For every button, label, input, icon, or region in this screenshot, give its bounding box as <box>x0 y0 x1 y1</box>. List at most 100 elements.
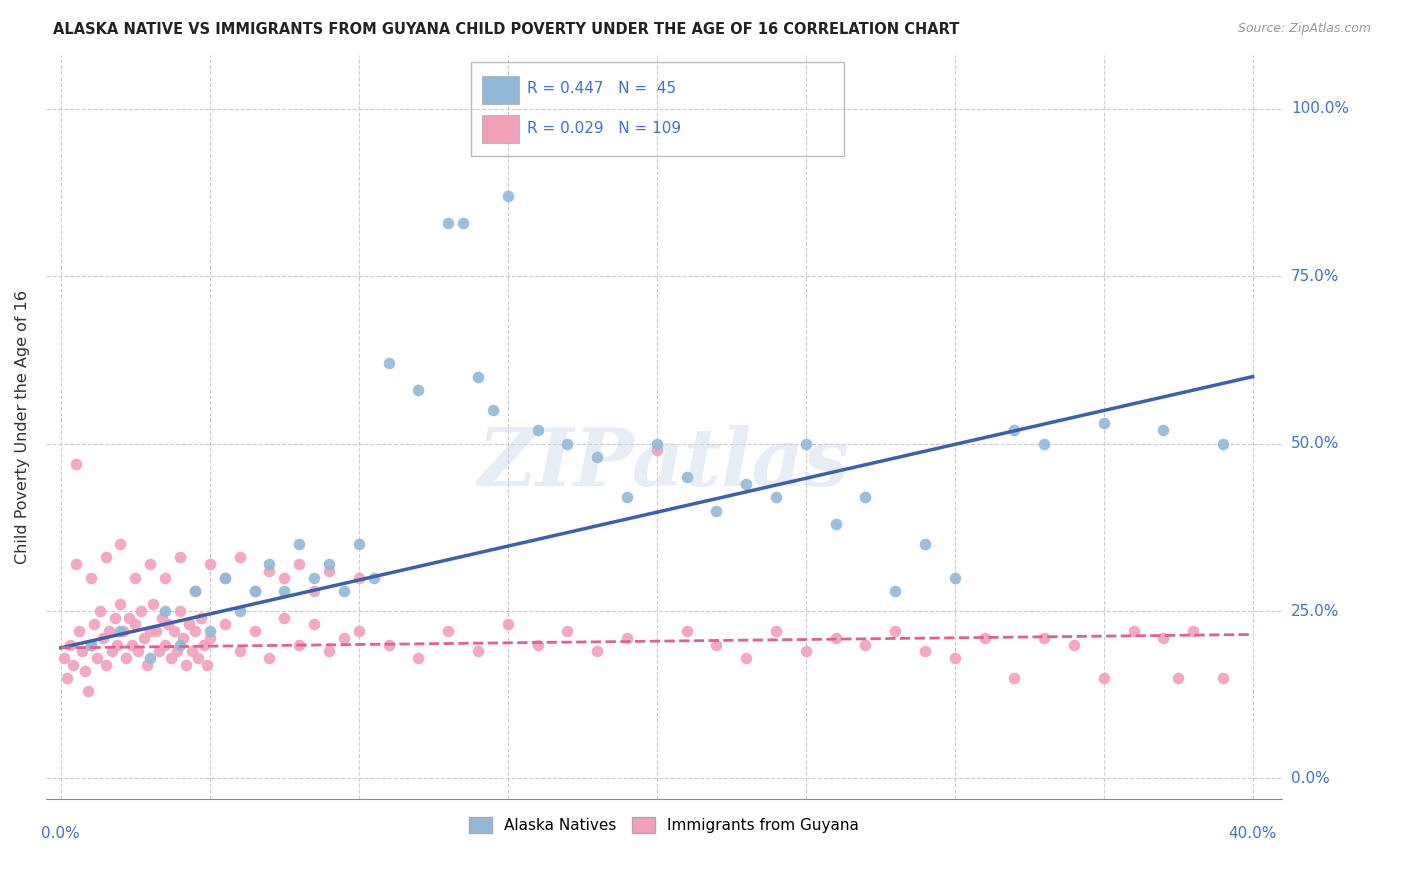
Point <box>273 611 295 625</box>
Point <box>1033 436 1056 450</box>
Point <box>824 516 846 531</box>
Point <box>259 651 281 665</box>
Point <box>110 597 132 611</box>
Point <box>526 423 548 437</box>
Point <box>645 436 668 450</box>
Point <box>735 476 758 491</box>
Point <box>153 604 176 618</box>
Point <box>103 611 125 625</box>
Point <box>943 651 966 665</box>
Point <box>1152 631 1174 645</box>
Point <box>214 570 236 584</box>
Point <box>437 216 460 230</box>
Point <box>824 631 846 645</box>
Text: 0.0%: 0.0% <box>42 826 80 841</box>
Point <box>616 490 638 504</box>
Point <box>89 604 111 618</box>
Point <box>333 631 356 645</box>
Text: 100.0%: 100.0% <box>1291 101 1348 116</box>
Point <box>765 490 787 504</box>
Point <box>408 651 430 665</box>
Point <box>228 644 250 658</box>
Point <box>198 557 221 571</box>
Text: 50.0%: 50.0% <box>1291 436 1339 451</box>
Point <box>302 617 325 632</box>
Point <box>318 557 340 571</box>
Point <box>131 604 153 618</box>
Point <box>79 638 101 652</box>
Point <box>616 631 638 645</box>
Point <box>288 557 311 571</box>
Text: R = 0.029   N = 109: R = 0.029 N = 109 <box>527 120 681 136</box>
Point <box>198 631 221 645</box>
Point <box>1122 624 1144 639</box>
Point <box>1002 671 1025 685</box>
Point <box>557 436 579 450</box>
Point <box>184 624 207 639</box>
Text: R = 0.447   N =  45: R = 0.447 N = 45 <box>527 81 676 96</box>
Point <box>139 624 162 639</box>
Point <box>110 537 132 551</box>
Point <box>467 369 489 384</box>
Point <box>302 570 325 584</box>
Point <box>124 617 146 632</box>
Point <box>134 631 156 645</box>
Point <box>273 570 295 584</box>
Point <box>121 638 143 652</box>
Point <box>187 651 209 665</box>
Point <box>94 550 117 565</box>
Point <box>193 638 215 652</box>
Text: 75.0%: 75.0% <box>1291 268 1339 284</box>
Point <box>1092 417 1115 431</box>
Point <box>973 631 995 645</box>
Point <box>148 644 170 658</box>
Point <box>1092 671 1115 685</box>
Point <box>675 470 697 484</box>
Point <box>259 564 281 578</box>
Point <box>115 651 138 665</box>
Point <box>100 644 122 658</box>
Point <box>112 624 135 639</box>
Point <box>70 644 93 658</box>
Point <box>228 550 250 565</box>
Point <box>794 644 817 658</box>
Point <box>735 651 758 665</box>
Text: ZIPatlas: ZIPatlas <box>478 425 851 503</box>
Point <box>59 638 82 652</box>
Point <box>318 564 340 578</box>
Point <box>83 617 105 632</box>
Point <box>79 570 101 584</box>
Point <box>76 684 98 698</box>
Point <box>150 611 173 625</box>
Point <box>184 583 207 598</box>
Point <box>157 617 180 632</box>
Point <box>214 617 236 632</box>
Point <box>675 624 697 639</box>
Point <box>377 638 399 652</box>
Point <box>174 657 197 672</box>
Point <box>73 665 96 679</box>
Point <box>259 557 281 571</box>
Point <box>107 638 129 652</box>
Point <box>139 557 162 571</box>
Point <box>467 644 489 658</box>
Point <box>853 490 876 504</box>
Point <box>79 638 101 652</box>
Point <box>160 651 183 665</box>
Point <box>136 657 159 672</box>
Point <box>408 383 430 397</box>
Point <box>124 570 146 584</box>
Point <box>86 651 108 665</box>
Point <box>645 443 668 458</box>
Point <box>363 570 385 584</box>
Point <box>142 597 165 611</box>
Point <box>914 644 936 658</box>
Text: Source: ZipAtlas.com: Source: ZipAtlas.com <box>1237 22 1371 36</box>
Text: 40.0%: 40.0% <box>1229 826 1277 841</box>
Point <box>706 638 728 652</box>
Point <box>118 611 141 625</box>
Point <box>190 611 212 625</box>
Point <box>1063 638 1085 652</box>
Point <box>557 624 579 639</box>
Point <box>794 436 817 450</box>
